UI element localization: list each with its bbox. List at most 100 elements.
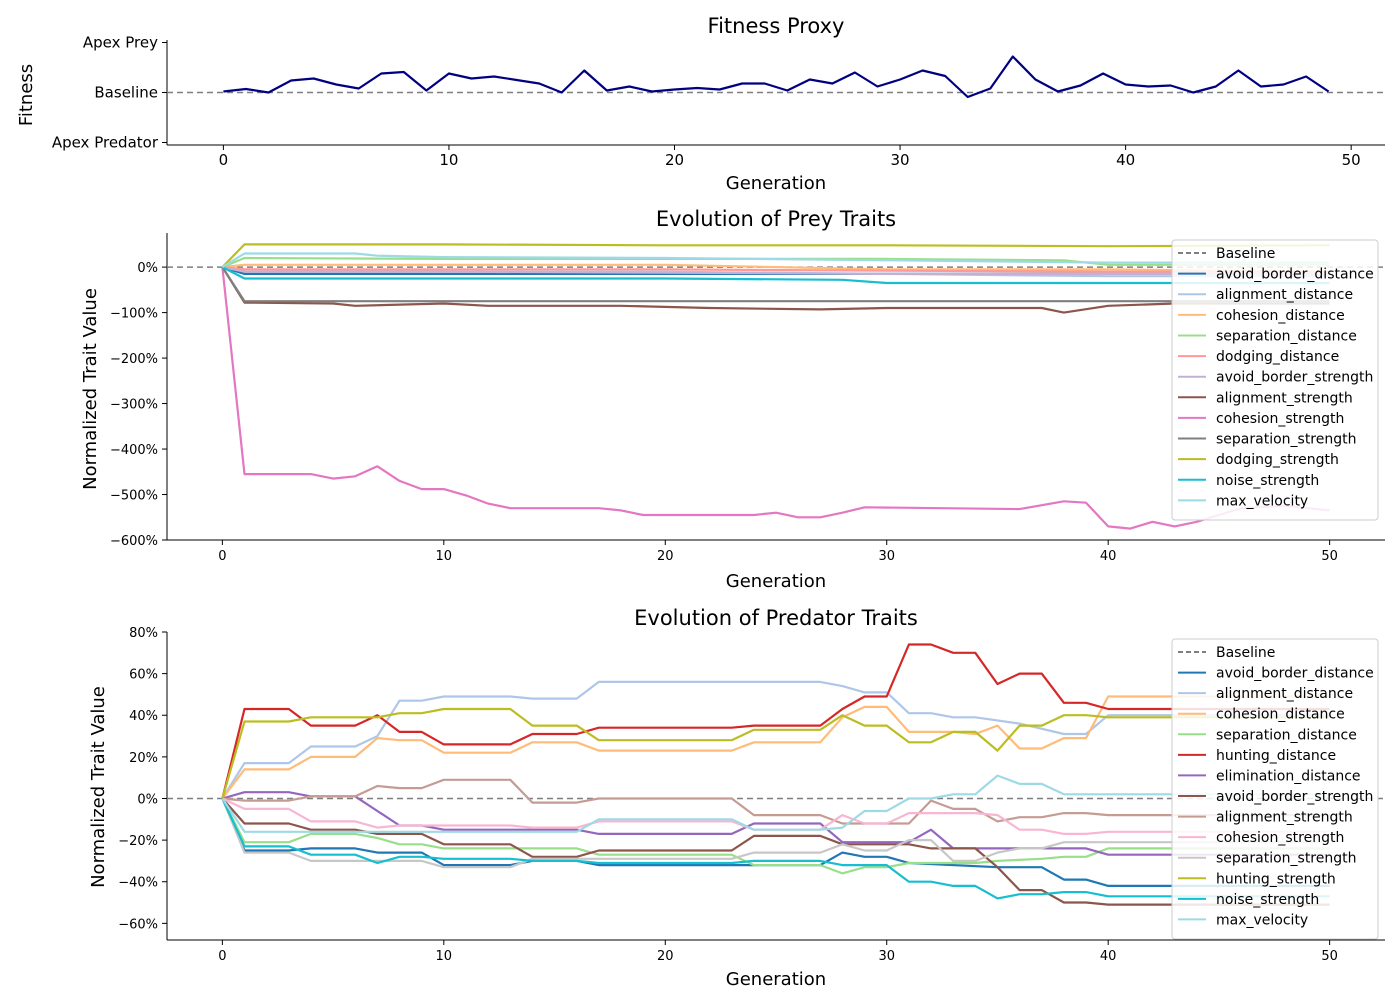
fitness-series-line	[223, 55, 1330, 99]
x-tick-label: 50	[1342, 151, 1361, 169]
y-tick-label: 40%	[129, 709, 158, 724]
x-tick-label: 40	[1100, 549, 1117, 564]
x-tick-label: 30	[878, 949, 895, 964]
legend-label: dodging_distance	[1216, 349, 1339, 365]
alignment-strength-series-line	[221, 266, 1330, 314]
legend-label: separation_strength	[1216, 851, 1357, 867]
x-tick-label: 0	[218, 949, 226, 964]
x-tick-label: 50	[1321, 549, 1338, 564]
legend-label: avoid_border_strength	[1216, 789, 1373, 805]
y-tick-label: −100%	[110, 307, 158, 322]
legend-label: hunting_distance	[1216, 748, 1336, 764]
predator-x-axis-label: Generation	[726, 969, 826, 990]
dodging-strength-series-line	[221, 243, 1330, 268]
legend-label: avoid_border_distance	[1216, 666, 1374, 682]
prey-chart-title: Evolution of Prey Traits	[656, 207, 896, 231]
avoid-border-distance-series-line	[221, 798, 1330, 887]
y-tick-label: Apex Prey	[83, 34, 158, 52]
cohesion-strength-series-line	[221, 266, 1330, 530]
legend-label: avoid_border_strength	[1216, 370, 1373, 386]
predator-traits-panel: Evolution of Predator Traits Generation …	[88, 606, 1385, 990]
fitness-y-axis-label: Fitness	[16, 64, 37, 126]
legend-label: alignment_strength	[1216, 390, 1353, 406]
fitness-x-axis-label: Generation	[726, 173, 826, 194]
y-tick-label: −300%	[110, 398, 158, 413]
legend-label: Baseline	[1216, 645, 1275, 661]
legend-label: cohesion_distance	[1216, 308, 1345, 324]
legend-label: noise_strength	[1216, 892, 1319, 908]
prey-traits-panel: Evolution of Prey Traits Generation Norm…	[80, 207, 1385, 592]
legend-label: elimination_distance	[1216, 768, 1361, 784]
y-tick-label: −60%	[118, 917, 158, 932]
x-tick-label: 40	[1116, 151, 1135, 169]
cohesion-distance-series-line	[222, 263, 1330, 273]
x-tick-label: 0	[219, 151, 229, 169]
legend-label: avoid_border_distance	[1216, 267, 1374, 283]
fitness-plot-area: 0 10 20 30 40 50 Apex Predator Baseline Apex Pre…	[52, 34, 1385, 169]
x-tick-label: 50	[1321, 949, 1338, 964]
alignment-strength-series-line	[222, 778, 1330, 825]
y-tick-label: 60%	[129, 668, 158, 683]
separation-strength-series-line	[221, 266, 1330, 303]
x-tick-label: 40	[1100, 949, 1117, 964]
y-tick-label: −200%	[110, 352, 158, 367]
max-velocity-series-line	[221, 252, 1330, 269]
fitness-chart-title: Fitness Proxy	[708, 14, 845, 38]
noise-strength-series-line	[221, 266, 1330, 285]
y-tick-label: 0%	[137, 792, 158, 807]
prey-legend: Baseline avoid_border_distance alignment_d…	[1171, 239, 1379, 521]
legend-label: dodging_strength	[1216, 452, 1339, 468]
x-tick-label: 10	[436, 949, 453, 964]
legend-label: separation_distance	[1216, 727, 1357, 743]
hunting-distance-series-line	[221, 643, 1330, 799]
x-tick-label: 10	[436, 549, 453, 564]
alignment-distance-series-line	[221, 680, 1330, 800]
predator-chart-title: Evolution of Predator Traits	[634, 606, 918, 630]
legend-label: alignment_strength	[1216, 810, 1353, 826]
noise-strength-series-line	[221, 798, 1330, 900]
cohesion-strength-series-line	[221, 797, 1330, 835]
x-tick-label: 20	[657, 549, 674, 564]
y-tick-label: 0%	[137, 261, 158, 276]
y-tick-label: −40%	[118, 876, 158, 891]
predator-legend: Baseline avoid_border_distance alignment_d…	[1171, 638, 1379, 940]
predator-y-axis-label: Normalized Trait Value	[88, 686, 109, 888]
legend-label: alignment_distance	[1216, 287, 1353, 303]
legend-box	[1171, 638, 1379, 940]
legend-label: cohesion_strength	[1216, 411, 1344, 427]
legend-label: separation_strength	[1216, 432, 1357, 448]
legend-label: max_velocity	[1216, 493, 1308, 509]
x-tick-label: 20	[665, 151, 684, 169]
prey-y-axis-label: Normalized Trait Value	[80, 288, 101, 490]
x-tick-label: 30	[891, 151, 910, 169]
y-tick-label: −400%	[110, 443, 158, 458]
x-tick-label: 10	[439, 151, 458, 169]
y-tick-label: 80%	[129, 626, 158, 641]
legend-label: separation_distance	[1216, 328, 1357, 344]
dodging-distance-series-line	[222, 266, 1330, 273]
fitness-proxy-panel: Fitness Proxy Generation Fitness 0 10 20 30…	[16, 14, 1385, 194]
prey-x-axis-label: Generation	[726, 571, 826, 592]
y-tick-label: Apex Predator	[52, 134, 159, 152]
x-tick-label: 0	[218, 549, 226, 564]
legend-label: Baseline	[1216, 246, 1275, 262]
avoid-border-strength-series-line	[222, 266, 1330, 275]
legend-label: max_velocity	[1216, 912, 1308, 928]
legend-label: cohesion_strength	[1216, 830, 1344, 846]
prey-plot-area: 0 10 20 30 40 50 0% −100% −200% −300% −400% −500% −6…	[110, 233, 1385, 564]
separation-distance-series-line	[221, 798, 1330, 875]
y-tick-label: −500%	[110, 489, 158, 504]
cohesion-distance-series-line	[221, 695, 1330, 800]
hunting-strength-series-line	[221, 707, 1330, 799]
y-tick-label: −600%	[110, 534, 158, 549]
y-tick-label: 20%	[129, 751, 158, 766]
legend-label: hunting_strength	[1216, 871, 1336, 887]
legend-label: noise_strength	[1216, 473, 1319, 489]
y-tick-label: −20%	[118, 834, 158, 849]
predator-plot-area: 0 10 20 30 40 50 80% 60% 40% 20% 0% −20% −40% −60% Bas…	[118, 626, 1385, 964]
y-tick-label: Baseline	[94, 84, 158, 102]
elimination-distance-series-line	[222, 791, 1330, 856]
x-tick-label: 30	[878, 549, 895, 564]
max-velocity-series-line	[221, 774, 1330, 833]
